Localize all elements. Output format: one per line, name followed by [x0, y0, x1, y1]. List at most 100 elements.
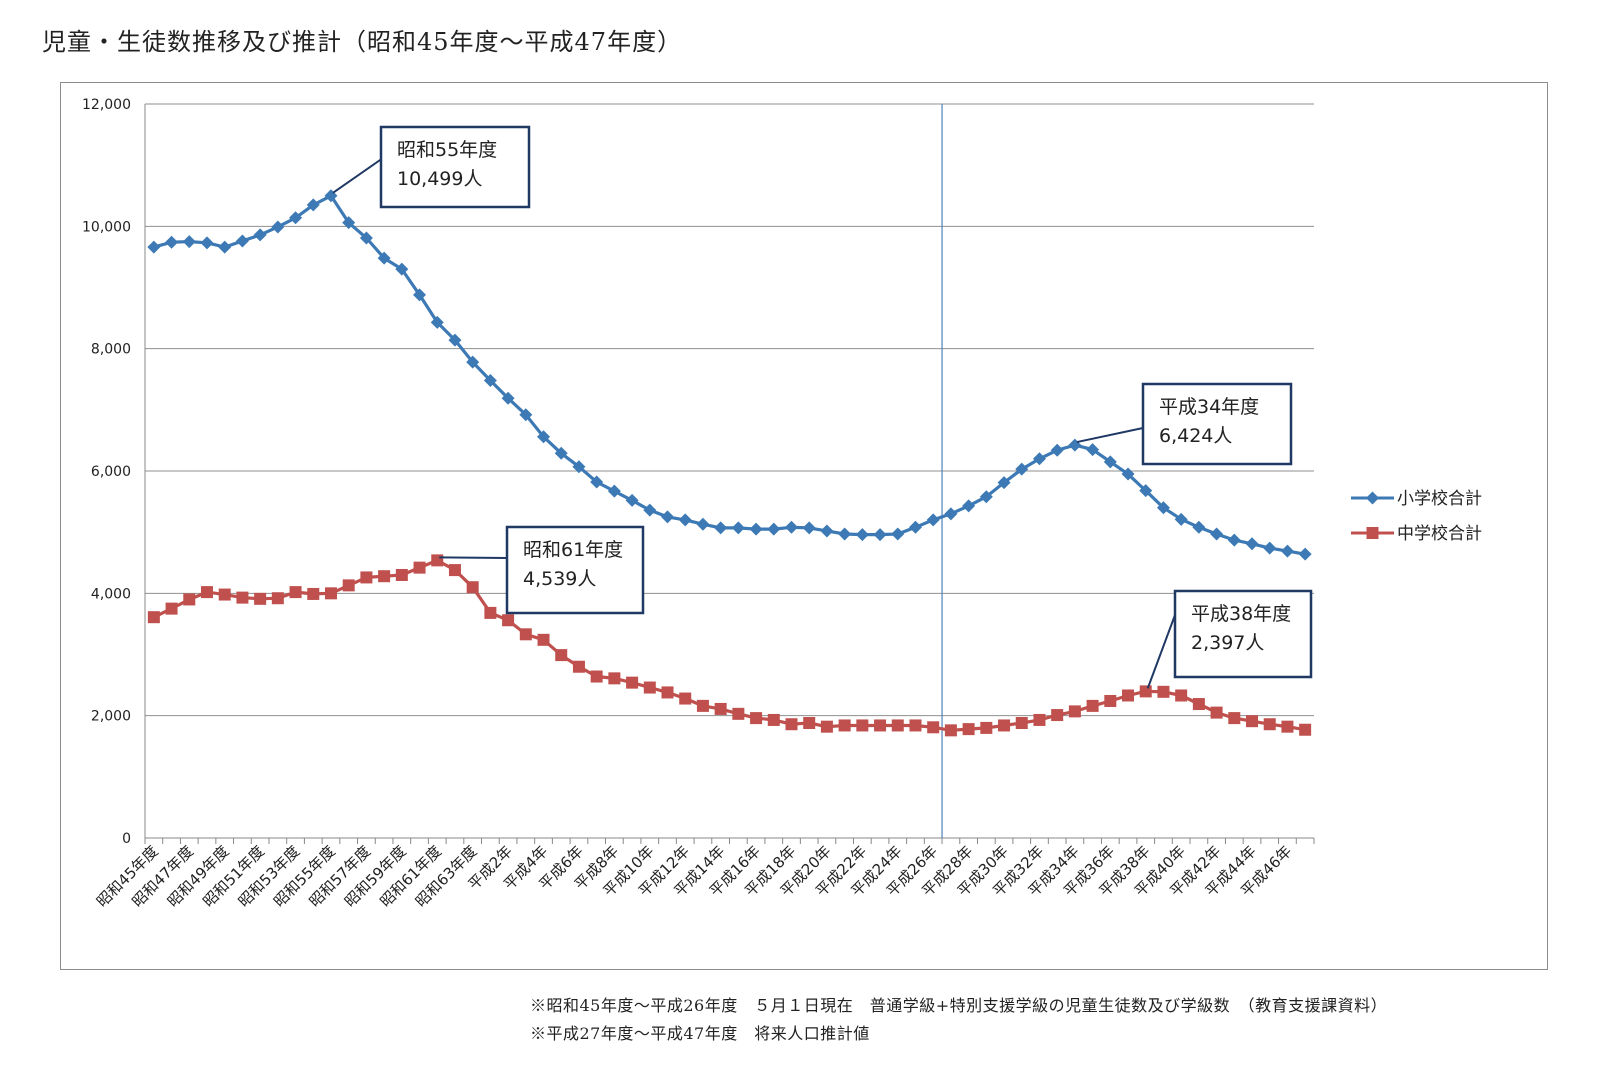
junior-high-data-point: [856, 719, 869, 732]
elementary-data-point: [342, 216, 356, 230]
junior-high-data-point: [608, 672, 621, 685]
junior-high-data-point: [962, 723, 975, 736]
junior-high-data-point: [218, 588, 231, 601]
callout-label: 昭和55年度: [397, 139, 497, 161]
elementary-data-point: [838, 527, 852, 541]
elementary-data-point: [873, 528, 887, 542]
elementary-data-point: [908, 520, 922, 534]
elementary-data-point: [944, 507, 958, 521]
junior-high-data-point: [236, 591, 249, 604]
junior-high-data-point: [590, 670, 603, 683]
legend-elementary: 小学校合計: [1397, 489, 1482, 509]
junior-high-data-point: [767, 713, 780, 726]
junior-high-data-point: [572, 660, 585, 673]
elementary-data-point: [891, 527, 905, 541]
junior-high-data-point: [1263, 718, 1276, 731]
junior-high-data-point: [909, 719, 922, 732]
callout-leader: [439, 556, 508, 559]
junior-high-data-point: [413, 561, 426, 574]
elementary-data-point: [855, 528, 869, 542]
junior-high-data-point: [679, 692, 692, 705]
junior-high-data-point: [1068, 705, 1081, 718]
junior-high-data-point: [183, 593, 196, 606]
elementary-data-point: [359, 231, 373, 245]
junior-high-data-point: [537, 633, 550, 646]
elementary-data-point: [590, 475, 604, 489]
elementary-data-point: [1103, 455, 1117, 469]
junior-high-data-point: [431, 554, 444, 567]
elementary-data-point: [1263, 541, 1277, 555]
elementary-data-point: [696, 517, 710, 531]
junior-high-series-line: [153, 558, 1306, 732]
elementary-data-point: [997, 476, 1011, 490]
junior-high-data-point: [324, 587, 337, 600]
legend-marker: [1366, 527, 1379, 539]
junior-high-data-point: [254, 592, 267, 605]
callout-label: 平成38年度: [1191, 603, 1291, 625]
legend-junior-high: 中学校合計: [1397, 524, 1482, 544]
junior-high-data-point: [395, 568, 408, 581]
source-note: ※昭和45年度～平成26年度 ５月１日現在 普通学級+特別支援学級の児童生徒数及…: [530, 996, 1388, 1015]
elementary-data-point: [625, 493, 639, 507]
junior-high-data-point: [1033, 713, 1046, 726]
elementary-data-point: [926, 513, 940, 527]
line-chart: 02,0004,0006,0008,00010,00012,000昭和45年度昭…: [82, 97, 1482, 911]
elementary-data-point: [572, 460, 586, 474]
callout-box: [1173, 589, 1313, 679]
elementary-data-point: [678, 513, 692, 527]
junior-high-data-point: [1281, 720, 1294, 733]
junior-high-data-point: [1051, 709, 1064, 722]
junior-high-data-point: [1122, 689, 1135, 702]
elementary-data-point: [820, 524, 834, 538]
elementary-data-point: [324, 189, 338, 203]
junior-high-data-point: [1104, 694, 1117, 707]
callout-leader: [1146, 614, 1176, 689]
elementary-data-point: [979, 490, 993, 504]
callout-leader: [1076, 427, 1144, 444]
junior-high-data-point: [1139, 685, 1152, 698]
elementary-data-point: [413, 288, 427, 302]
elementary-data-point: [784, 520, 798, 534]
junior-high-data-point: [200, 586, 213, 599]
junior-high-data-point: [696, 699, 709, 712]
elementary-data-point: [395, 262, 409, 276]
elementary-data-point: [253, 228, 267, 242]
junior-high-data-point: [1246, 715, 1259, 728]
callout-label: 昭和61年度: [523, 539, 623, 561]
elementary-data-point: [200, 236, 214, 250]
elementary-data-point: [714, 521, 728, 535]
junior-high-data-point: [1175, 689, 1188, 702]
junior-high-data-point: [289, 586, 302, 599]
elementary-data-point: [501, 391, 515, 405]
junior-high-data-point: [502, 614, 515, 627]
elementary-data-point: [802, 521, 816, 535]
elementary-data-point: [1086, 443, 1100, 457]
y-tick-label: 12,000: [82, 97, 131, 113]
elementary-data-point: [430, 315, 444, 329]
callout-label: 平成34年度: [1159, 396, 1259, 418]
junior-high-data-point: [750, 712, 763, 725]
callout-value: 2,397人: [1191, 632, 1264, 654]
callout-value: 4,539人: [523, 568, 596, 590]
elementary-data-point: [1015, 462, 1029, 476]
elementary-data-point: [1298, 547, 1312, 561]
junior-high-data-point: [519, 628, 532, 641]
callout-box: [1141, 382, 1293, 466]
chart-frame: 0 2,000 4,000 6,000 8,000 10,000 12,000 昭和45年度昭…: [60, 82, 1548, 970]
junior-high-data-point: [165, 602, 178, 615]
junior-high-data-point: [1228, 712, 1241, 725]
junior-high-data-point: [626, 676, 639, 689]
elementary-data-point: [1245, 537, 1259, 551]
elementary-data-point: [661, 510, 675, 524]
callout-box: [505, 525, 645, 615]
junior-high-data-point: [874, 719, 887, 732]
elementary-data-point: [289, 211, 303, 225]
callout-value: 10,499人: [397, 168, 482, 190]
junior-high-data-point: [785, 718, 798, 731]
elementary-data-point: [1210, 527, 1224, 541]
y-tick-label: 0: [122, 831, 131, 847]
callout-value: 6,424人: [1159, 425, 1232, 447]
elementary-data-point: [271, 220, 285, 234]
junior-high-data-point: [838, 719, 851, 732]
page-title: 児童・生徒数推移及び推計（昭和45年度～平成47年度）: [42, 28, 683, 56]
